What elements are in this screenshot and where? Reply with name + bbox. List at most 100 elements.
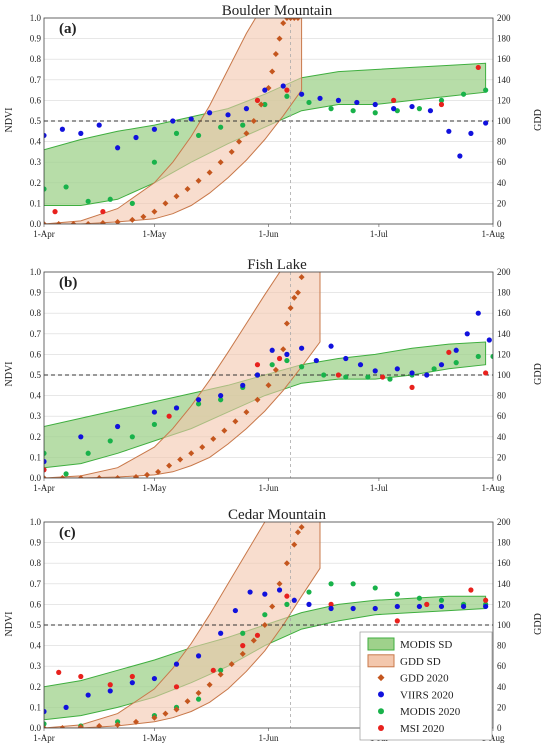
viirs-point [350, 605, 356, 612]
modis-point [269, 362, 275, 368]
viirs-point [133, 134, 139, 141]
modis-point [173, 130, 180, 136]
gdd-sd-area [44, 272, 321, 478]
x-tick-label: 1-May [142, 483, 166, 493]
gdd-point [283, 320, 290, 327]
legend-label: VIIRS 2020 [400, 689, 454, 701]
y-axis-label: NDVI [4, 612, 15, 637]
viirs-point [207, 110, 213, 116]
x-tick-label: 1-Jul [370, 229, 388, 239]
y2-tick-label: 60 [497, 157, 507, 167]
gdd-point [184, 698, 191, 705]
modis-point [218, 667, 224, 673]
gdd-point [177, 456, 184, 463]
modis-point [350, 108, 356, 114]
y-tick-label: 0.5 [30, 116, 42, 126]
modis-point [44, 721, 47, 727]
viirs-point [96, 122, 102, 128]
viirs-point [170, 118, 176, 124]
y2-tick-label: 140 [497, 329, 511, 339]
modis-point [195, 696, 202, 702]
viirs-point [276, 587, 283, 593]
y-tick-label: 0.3 [30, 411, 42, 421]
gdd-point [59, 725, 66, 728]
y2-tick-label: 100 [497, 116, 511, 126]
gdd-point [239, 650, 246, 657]
viirs-swatch [378, 691, 384, 698]
viirs-point [409, 103, 415, 110]
y-tick-label: 0.4 [30, 391, 42, 401]
y-tick-label: 0.5 [30, 620, 42, 630]
y2-tick-label: 160 [497, 308, 511, 318]
gdd-point [85, 221, 92, 224]
modis-point [129, 200, 135, 206]
modis-point [387, 376, 393, 382]
viirs-point [107, 688, 113, 694]
y2-tick-label: 40 [497, 682, 507, 692]
gdd-point [294, 289, 301, 296]
modis-swatch [378, 708, 384, 715]
y-tick-label: 0.6 [30, 95, 42, 105]
y2-tick-label: 80 [497, 391, 507, 401]
viirs-point [483, 603, 489, 610]
y2-tick-label: 80 [497, 137, 507, 147]
msi-point [446, 349, 452, 355]
y2-tick-label: 160 [497, 54, 511, 64]
gdd-point [283, 560, 290, 567]
msi-point [44, 467, 47, 473]
y-axis-label: NDVI [4, 362, 15, 387]
viirs-point [284, 351, 290, 357]
gdd-point [287, 305, 294, 312]
viirs-point [262, 591, 268, 597]
modis-point [416, 595, 422, 601]
msi-point [166, 413, 172, 419]
gdd-point [199, 444, 206, 451]
y-tick-label: 0.3 [30, 661, 42, 671]
y2-tick-label: 180 [497, 34, 511, 44]
msi-point [254, 632, 261, 638]
modis-point [328, 106, 334, 112]
y-tick-label: 0.2 [30, 432, 41, 442]
modis-point [63, 184, 69, 190]
modis-point [416, 106, 422, 112]
msi-point [284, 87, 290, 93]
gdd-point [276, 35, 283, 42]
modis-point [299, 364, 305, 370]
modis-point [240, 122, 246, 128]
gdd-point [129, 216, 136, 223]
panel-title: Boulder Mountain [222, 3, 333, 19]
gdd-point [184, 185, 191, 192]
msi-point [475, 64, 481, 71]
y-tick-label: 1.0 [30, 267, 42, 277]
gdd-point [155, 468, 162, 475]
gdd-point [250, 118, 257, 124]
msi-swatch [378, 725, 384, 731]
viirs-point [328, 343, 334, 349]
viirs-point [464, 331, 470, 337]
modis-point [240, 630, 246, 636]
modis_sd-swatch [367, 637, 395, 651]
y2-tick-label: 120 [497, 349, 511, 359]
msi-point [409, 384, 415, 390]
y2-tick-label: 180 [497, 288, 511, 298]
y-tick-label: 0.7 [30, 579, 42, 589]
viirs-point [391, 106, 397, 112]
y2-tick-label: 140 [497, 579, 511, 589]
x-tick-label: 1-Jun [259, 733, 279, 743]
y-tick-label: 0.2 [30, 682, 41, 692]
gdd-point [114, 218, 121, 224]
modis-point [321, 372, 327, 378]
y-tick-label: 0.0 [30, 473, 42, 483]
y2-tick-label: 200 [497, 13, 511, 23]
msi-point [173, 684, 180, 690]
viirs-point [247, 589, 253, 595]
y-tick-label: 0.4 [30, 137, 42, 147]
viirs-point [438, 362, 445, 368]
viirs-point [299, 345, 305, 351]
gdd-point [195, 177, 202, 184]
gdd-point [188, 450, 195, 457]
y2-tick-label: 20 [497, 198, 507, 208]
modis-point [151, 421, 158, 428]
msi-point [483, 597, 489, 603]
gdd-point [272, 51, 279, 58]
